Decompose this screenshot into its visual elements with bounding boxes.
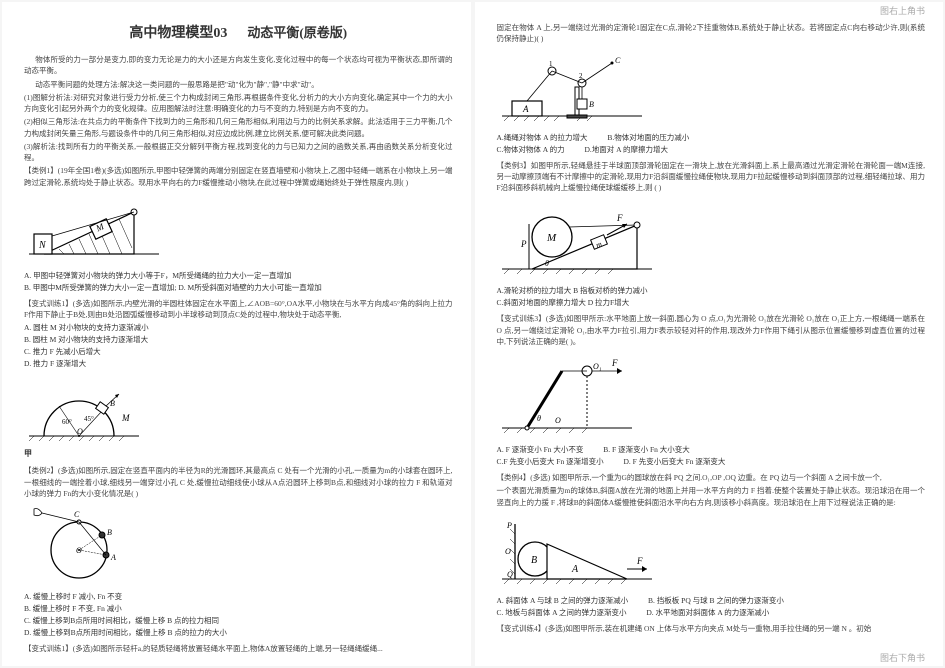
opt-c2-3c: C.F 先变小后变大 Fn 逐渐增变小 [497, 456, 604, 468]
svg-text:P: P [520, 239, 527, 249]
example-3-head: 【类例3】如图甲所示,轻绳悬挂于半球面顶部滑轮固定在一滑块上,放在光滑斜面上,系… [497, 160, 926, 194]
opt-e2c: C. 缓慢上移到B点所用时间相比，缓慢上移 B 点的拉力相同 [24, 615, 453, 627]
opt-c2-1a: A.绳绳对物体 A 的拉力增大 [497, 132, 588, 144]
figure-2: O 60° 45° B M 甲 [24, 376, 453, 459]
svg-text:B: B [107, 528, 112, 537]
opt-c2-3b: B. F 逐渐变小 Fn 大小变大 [603, 444, 689, 456]
opt-c2-1d: D.地面对 A 的摩擦力增大 [585, 144, 669, 156]
opt-c2-4a: A. 斜面体 A 与球 B 之间的弹力逐渐减小 [497, 595, 629, 607]
method-2: (2)相似三角形法:在共点力的平衡条件下找到力的三角形和几何三角形相似,利用边与… [24, 116, 453, 139]
example-2-head: 【类例2】(多选)如图所示,固定在竖直平面内的半径为R的光滑圆环,其最高点 C … [24, 465, 453, 499]
rod-pulley-icon: O θ O₁ F [497, 353, 637, 438]
col2-intro: 固定在物体 A 上,另一端绕过光滑的定滑轮1固定在C点,滑轮2下挂重物体B,系统… [497, 22, 926, 45]
svg-text:N: N [38, 240, 47, 251]
opt-2a: A. 圆柱 M 对小物块的支持力逐渐减小 [24, 322, 453, 334]
fig4-options: A.绳绳对物体 A 的拉力增大 B.物体对地面的压力减小 C.物体对物体 A 的… [497, 132, 926, 156]
title-sub: 动态平衡(原卷版) [247, 25, 347, 40]
figure-6: O θ O₁ F [497, 353, 926, 438]
svg-text:C: C [615, 56, 621, 65]
opt-c2-2c: C.斜面对地面的摩擦力增大 D 拉力F增大 [497, 297, 630, 309]
right-column: 固定在物体 A 上,另一端绕过光滑的定滑轮1固定在C点,滑轮2下挂重物体B,系统… [475, 2, 944, 666]
figure-5: θ M P m F [497, 199, 926, 279]
svg-text:A: A [522, 104, 529, 114]
svg-text:1: 1 [549, 60, 553, 68]
intro-2: 动态平衡问题的处理方法:解决这一类问题的一般思路是把"动"化为"静","静"中求… [24, 79, 453, 90]
svg-text:θ: θ [545, 259, 549, 268]
opt-c2-1c: C.物体对物体 A 的力 [497, 144, 565, 156]
svg-text:F: F [636, 556, 643, 566]
figure-4: A 1 2 C B [497, 51, 926, 126]
svg-text:45°: 45° [84, 415, 94, 423]
method-1: (1)图解分析法:对研究对象进行受力分析,使三个力构成封闭三角形,再根据条件变化… [24, 92, 453, 115]
pulley-system-icon: A 1 2 C B [497, 51, 647, 126]
svg-text:60°: 60° [62, 418, 72, 426]
fig2-caption: 甲 [24, 448, 32, 459]
train-1-options: A. 圆柱 M 对小物块的支持力逐渐减小 B. 圆柱 M 对小物块的支持力逐渐增… [24, 322, 453, 370]
svg-text:F: F [611, 358, 618, 368]
svg-text:2: 2 [579, 72, 583, 80]
title-main: 高中物理模型03 [129, 26, 227, 41]
opt-b: B. 甲图中M所受弹簧的弹力大小一定一直增加; D. M所受斜面对墙壁的力大小可… [24, 282, 453, 294]
svg-text:A: A [571, 564, 579, 575]
incline-diagram-icon: N M [24, 194, 164, 264]
svg-text:O: O [555, 416, 561, 425]
svg-text:θ: θ [537, 414, 541, 423]
svg-text:M: M [546, 232, 557, 244]
fig7-options: A. 斜面体 A 与球 B 之间的弹力逐渐减小 B. 挡板板 PQ 与球 B 之… [497, 595, 926, 619]
opt-e2d: D. 缓慢上移到B点所用时间相比，缓慢上移 B 点的拉力的大小 [24, 627, 453, 639]
train-1-head: 【变式训练1】(多选)如图所示,内壁光滑的半圆柱体固定在水平面上,∠AOB=60… [24, 298, 453, 321]
svg-text:C: C [74, 510, 80, 519]
figure-3: O C B A [24, 505, 453, 585]
figure-7: P O Q B A F [497, 514, 926, 589]
left-column: 高中物理模型03 动态平衡(原卷版) 物体所受的力一部分是变力,即的变力无论是力… [2, 2, 471, 666]
col2-foot: 【变式训练4】(多选)如图甲所示,装在机建绳 ON 上体与水平方向夹点 M处与一… [497, 623, 926, 634]
intro-1: 物体所受的力一部分是变力,即的变力无论是力的大小还是方向发生变化,变化过程中的每… [24, 54, 453, 77]
svg-text:O₁: O₁ [593, 362, 602, 371]
example-1-head: 【类例1】(19年全国1卷)(多选)如图所示,甲图中轻弹簧的两端分别固定在竖直墙… [24, 165, 453, 188]
opt-2d: D. 推力 F 逐渐增大 [24, 358, 453, 370]
fig5-options: A.滑轮对桥的拉力增大 B 指板对桥的弹力减小 C.斜面对地面的摩擦力增大 D … [497, 285, 926, 309]
svg-text:M: M [121, 413, 130, 423]
svg-text:B: B [589, 100, 594, 109]
train-4-sub: 一个表面光滑质量为m的球体B,斜面A放在光滑的地面上并用一水平方向的力 F 挡着… [497, 485, 926, 508]
fig6-options: A. F 逐渐变小 Fn 大小不变 B. F 逐渐变小 Fn 大小变大 C.F … [497, 444, 926, 468]
ball-wedge-icon: P O Q B A F [497, 514, 657, 589]
col1-foot: 【变式训练1】(多选)如图所示轻杆a,的轻质轻绳将放置轻绳水平面上,物体A放置轻… [24, 643, 453, 654]
train-3-head: 【变式训练3】(多选)如图甲所示:水平地面上放一斜面,圆心为 O 点,O₁为光滑… [497, 313, 926, 347]
example-4-head: 【类例4】(多选) 如图甲所示,一个重为G的圆球放在斜 PQ 之间.O₁,OP … [497, 472, 926, 483]
opt-c2-4c: C. 地板与斜面体 A 之间的弹力逐渐变小 [497, 607, 627, 619]
svg-text:F: F [616, 213, 623, 223]
svg-text:B: B [531, 555, 537, 566]
title-row: 高中物理模型03 动态平衡(原卷版) [24, 22, 453, 42]
opt-2b: B. 圆柱 M 对小物块的支持力逐渐增大 [24, 334, 453, 346]
opt-a: A. 甲图中轻弹簧对小物块的弹力大小等于F，M所受绳绳的拉力大小一定一直增加 [24, 270, 453, 282]
svg-text:A: A [110, 553, 116, 562]
opt-e2b: B. 缓慢上移时 F 不变, Fn 减小 [24, 603, 453, 615]
figure-1: N M [24, 194, 453, 264]
opt-c2-3a: A. F 逐渐变小 Fn 大小不变 [497, 444, 584, 456]
opt-c2-2a: A.滑轮对桥的拉力增大 B 指板对桥的弹力减小 [497, 285, 648, 297]
watermark-bottom: 图右下角书 [880, 651, 925, 664]
opt-c2-4d: D. 水平地面对斜面体 A 的力逐渐减小 [646, 607, 769, 619]
method-3: (3)解析法:找到所有力的平衡关系,一般根据正交分解列平衡方程,找到变化的力与已… [24, 141, 453, 164]
opt-2c: C. 推力 F 先减小后增大 [24, 346, 453, 358]
ring-diagram-icon: O C B A [24, 505, 134, 585]
ball-incline-icon: θ M P m F [497, 199, 657, 279]
example-2-options: A. 缓慢上移时 F 减小, Fn 不变 B. 缓慢上移时 F 不变, Fn 减… [24, 591, 453, 639]
example-1-options: A. 甲图中轻弹簧对小物块的弹力大小等于F，M所受绳绳的拉力大小一定一直增加 B… [24, 270, 453, 294]
svg-text:O: O [505, 547, 511, 556]
opt-e2a: A. 缓慢上移时 F 减小, Fn 不变 [24, 591, 453, 603]
semicircle-diagram-icon: O 60° 45° B M [24, 376, 144, 446]
watermark-top: 图右上角书 [880, 4, 925, 17]
opt-c2-4b: B. 挡板板 PQ 与球 B 之间的弹力逐渐变小 [648, 595, 784, 607]
opt-c2-1b: B.物体对地面的压力减小 [607, 132, 689, 144]
opt-c2-3d: D. F 先变小后变大 Fn 逐渐变大 [623, 456, 725, 468]
svg-text:P: P [506, 521, 512, 530]
